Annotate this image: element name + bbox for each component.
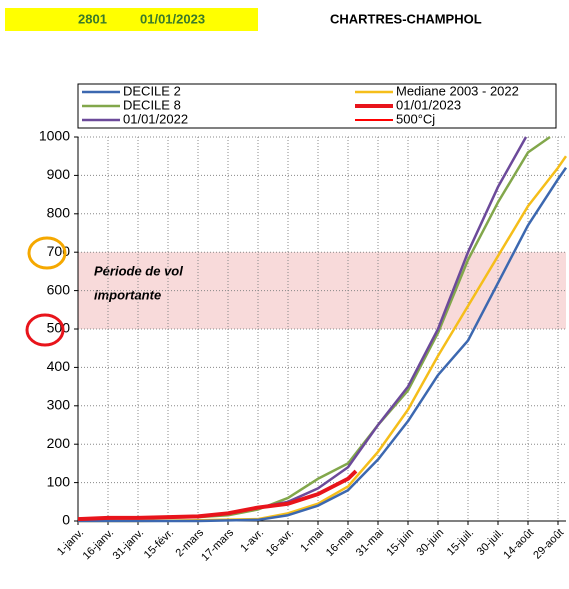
- legend-label: DECILE 8: [123, 97, 181, 112]
- x-tick-label: 1-mai: [298, 527, 326, 555]
- x-tick-label: 15-juin: [384, 527, 416, 559]
- series-line: [77, 469, 358, 522]
- legend-label: DECILE 2: [123, 83, 181, 98]
- y-tick-label: 600: [47, 281, 71, 297]
- band-label: Période de vol: [94, 264, 183, 279]
- y-tick-label: 800: [47, 205, 71, 221]
- band-label: importante: [94, 288, 161, 303]
- highlight-circle: [27, 236, 67, 270]
- legend-label: 01/01/2022: [123, 111, 188, 126]
- x-tick-label: 15-juil.: [445, 527, 476, 558]
- x-tick-label: 16-janv.: [81, 527, 117, 563]
- x-tick-label: 14-août: [501, 527, 536, 562]
- y-tick-label: 0: [62, 512, 70, 528]
- x-tick-label: 31-janv.: [111, 527, 147, 563]
- x-tick-label: 29-août: [531, 527, 566, 562]
- y-tick-label: 100: [47, 473, 71, 489]
- series-line: [78, 167, 568, 523]
- y-tick-label: 1000: [39, 128, 70, 144]
- x-tick-label: 16-avr.: [264, 527, 296, 559]
- x-tick-label: 30-juin: [414, 527, 446, 559]
- legend-label: 01/01/2023: [396, 97, 461, 112]
- station-name: CHARTRES-CHAMPHOL: [330, 11, 482, 26]
- x-tick-label: 17-mars: [199, 526, 236, 563]
- station-code: 2801: [78, 11, 107, 26]
- legend-label: 500°Cj: [396, 111, 435, 126]
- x-tick-label: 15-févr.: [142, 527, 176, 561]
- y-tick-label: 400: [47, 358, 71, 374]
- report-date: 01/01/2023: [140, 11, 205, 26]
- legend-label: Mediane 2003 - 2022: [396, 83, 519, 98]
- y-tick-label: 200: [47, 435, 71, 451]
- y-tick-label: 900: [47, 166, 71, 182]
- x-tick-label: 1-avr.: [238, 527, 266, 555]
- legend-box: [77, 83, 557, 129]
- x-tick-label: 16-mai: [324, 527, 356, 559]
- header-highlight: [5, 8, 258, 31]
- x-tick-label: 31-mai: [354, 527, 386, 559]
- y-tick-label: 700: [47, 243, 71, 259]
- y-tick-label: 300: [47, 397, 71, 413]
- highlight-circle: [25, 313, 65, 347]
